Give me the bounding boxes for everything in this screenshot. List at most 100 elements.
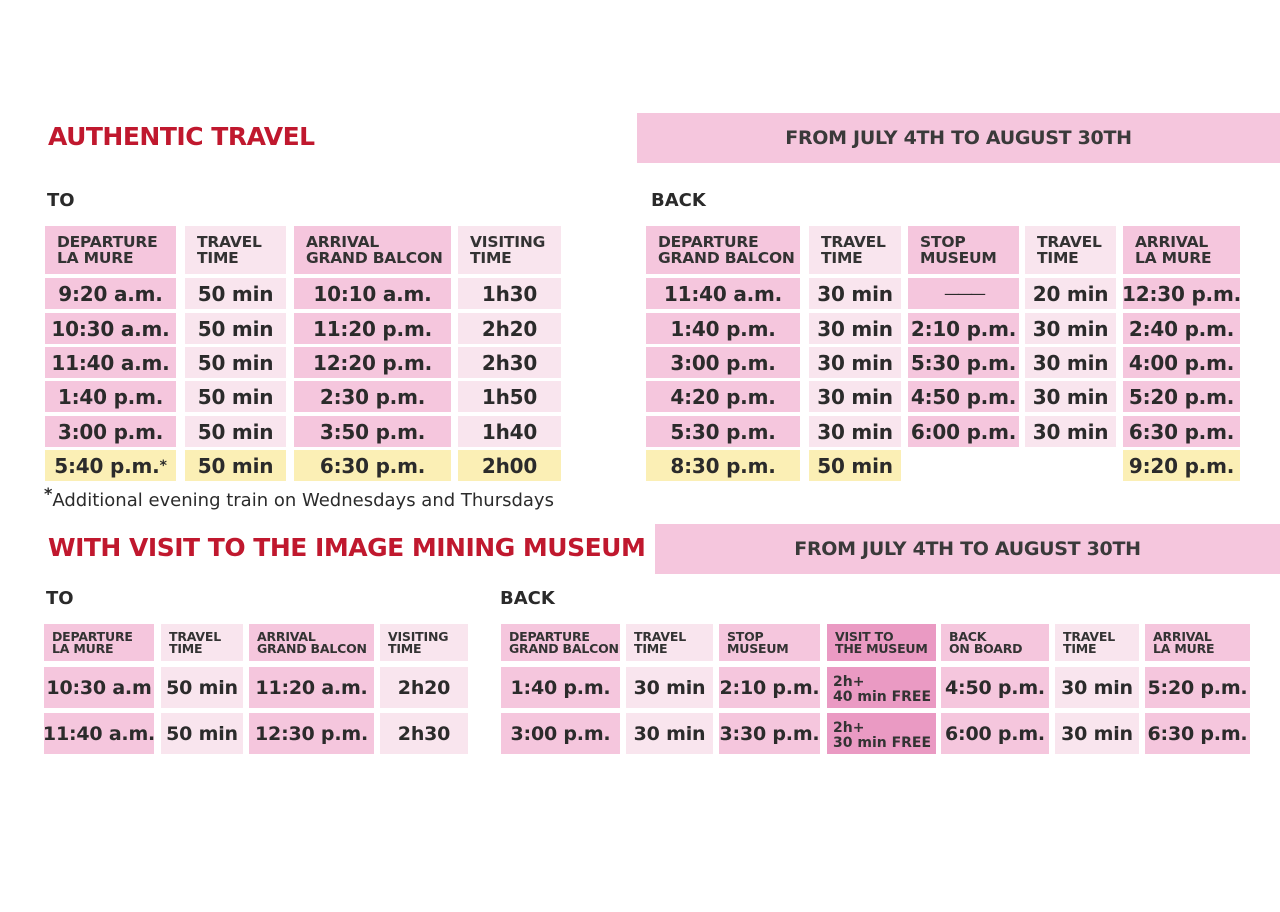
section1-to-cell: 11:20 p.m. xyxy=(294,313,451,344)
section1-to-cell: 2h20 xyxy=(458,313,561,344)
section2-to-header: DEPARTURE LA MURE xyxy=(44,624,154,661)
section1-to-cell: 2h30 xyxy=(458,347,561,378)
section2-to-cell: 11:40 a.m. xyxy=(43,713,155,754)
section1-back-cell: 30 min xyxy=(809,381,901,412)
section1-to-header: ARRIVAL GRAND BALCON xyxy=(294,226,451,274)
section1-back-cell: 30 min xyxy=(809,416,901,447)
departure-time: 5:40 p.m. xyxy=(54,453,160,478)
footnote: *Additional evening train on Wednesdays … xyxy=(44,484,554,511)
section2-back-cell: 2h+ 40 min FREE xyxy=(827,667,936,708)
footnote-asterisk: * xyxy=(44,484,53,503)
section2-back-header: BACK ON BOARD xyxy=(941,624,1049,661)
section1-to-cell: 5:40 p.m. * xyxy=(45,450,176,481)
section1-back-label: BACK xyxy=(651,190,706,211)
section1-back-cell: 5:30 p.m. xyxy=(908,347,1019,378)
section1-back-cell: 2:10 p.m. xyxy=(908,313,1019,344)
section2-back-cell: 6:30 p.m. xyxy=(1145,713,1250,754)
section2-back-cell: 30 min xyxy=(626,667,713,708)
section1-to-cell: 1h50 xyxy=(458,381,561,412)
section1-back-cell: 2:40 p.m. xyxy=(1123,313,1240,344)
section1-to-cell: 2h00 xyxy=(458,450,561,481)
section1-back-cell: 11:40 a.m. xyxy=(646,278,800,309)
section1-back-header: ARRIVAL LA MURE xyxy=(1123,226,1240,274)
section2-to-cell: 50 min xyxy=(161,667,243,708)
section2-to-cell: 11:20 a.m. xyxy=(249,667,374,708)
section1-back-cell: 4:20 p.m. xyxy=(646,381,800,412)
section1-to-cell: 1h30 xyxy=(458,278,561,309)
section1-to-label: TO xyxy=(47,190,75,211)
section2-back-cell: 30 min xyxy=(1055,667,1139,708)
section2-back-cell: 1:40 p.m. xyxy=(501,667,620,708)
section1-back-cell: 4:00 p.m. xyxy=(1123,347,1240,378)
section2-back-cell: 4:50 p.m. xyxy=(941,667,1049,708)
section1-to-cell: 11:40 a.m. xyxy=(45,347,176,378)
section2-back-cell: 30 min xyxy=(626,713,713,754)
section1-back-cell: 8:30 p.m. xyxy=(646,450,800,481)
section1-back-cell: 6:00 p.m. xyxy=(908,416,1019,447)
evening-train-asterisk: * xyxy=(159,457,167,474)
section1-back-cell: 20 min xyxy=(1025,278,1116,309)
section2-back-cell: 30 min xyxy=(1055,713,1139,754)
section1-to-cell: 1h40 xyxy=(458,416,561,447)
section2-to-header: ARRIVAL GRAND BALCON xyxy=(249,624,374,661)
section2-back-cell: 2h+ 30 min FREE xyxy=(827,713,936,754)
footnote-text: Additional evening train on Wednesdays a… xyxy=(52,490,554,511)
section1-back-cell: 30 min xyxy=(809,313,901,344)
section1-to-cell: 50 min xyxy=(185,313,286,344)
section2-to-label: TO xyxy=(46,588,74,609)
section2-to-cell: 10:30 a.m xyxy=(44,667,154,708)
section1-back-cell: ——— xyxy=(908,278,1019,309)
section2-back-header: TRAVEL TIME xyxy=(626,624,713,661)
section2-back-header: DEPARTURE GRAND BALCON xyxy=(501,624,620,661)
section1-back-cell: 50 min xyxy=(809,450,901,481)
section1-to-cell: 9:20 a.m. xyxy=(45,278,176,309)
section2-back-cell: 3:30 p.m. xyxy=(719,713,820,754)
section1-back-cell: 30 min xyxy=(1025,416,1116,447)
section1-to-header: TRAVEL TIME xyxy=(185,226,286,274)
section2-to-cell: 2h30 xyxy=(380,713,468,754)
section2-back-cell: 6:00 p.m. xyxy=(941,713,1049,754)
section1-to-cell: 50 min xyxy=(185,416,286,447)
section1-to-cell: 1:40 p.m. xyxy=(45,381,176,412)
section1-back-header: TRAVEL TIME xyxy=(1025,226,1116,274)
section2-back-label: BACK xyxy=(500,588,555,609)
section2-title: WITH VISIT TO THE IMAGE MINING MUSEUM xyxy=(48,533,646,562)
section1-to-header: VISITING TIME xyxy=(458,226,561,274)
section2-to-header: VISITING TIME xyxy=(380,624,468,661)
section1-to-header: DEPARTURE LA MURE xyxy=(45,226,176,274)
section2-back-header: VISIT TO THE MUSEUM xyxy=(827,624,936,661)
section1-to-cell: 12:20 p.m. xyxy=(294,347,451,378)
section1-back-cell: 30 min xyxy=(1025,381,1116,412)
section1-back-cell: 5:20 p.m. xyxy=(1123,381,1240,412)
section1-to-cell: 50 min xyxy=(185,347,286,378)
section1-back-cell: 30 min xyxy=(809,278,901,309)
section1-back-cell: 30 min xyxy=(809,347,901,378)
section1-back-header: STOP MUSEUM xyxy=(908,226,1019,274)
section2-to-cell: 12:30 p.m. xyxy=(249,713,374,754)
section1-back-header: TRAVEL TIME xyxy=(809,226,901,274)
section2-date-banner: FROM JULY 4TH TO AUGUST 30TH xyxy=(655,524,1280,574)
section1-to-cell: 3:00 p.m. xyxy=(45,416,176,447)
section1-back-cell: 30 min xyxy=(1025,313,1116,344)
section1-back-cell: 4:50 p.m. xyxy=(908,381,1019,412)
section1-back-cell: 3:00 p.m. xyxy=(646,347,800,378)
section1-back-cell: 30 min xyxy=(1025,347,1116,378)
section2-back-header: STOP MUSEUM xyxy=(719,624,820,661)
section1-back-cell: 1:40 p.m. xyxy=(646,313,800,344)
section2-to-header: TRAVEL TIME xyxy=(161,624,243,661)
section2-back-cell: 2:10 p.m. xyxy=(719,667,820,708)
section1-date-banner: FROM JULY 4TH TO AUGUST 30TH xyxy=(637,113,1280,163)
section1-back-cell: 6:30 p.m. xyxy=(1123,416,1240,447)
section1-to-cell: 50 min xyxy=(185,381,286,412)
section1-back-cell: 9:20 p.m. xyxy=(1123,450,1240,481)
section1-back-header: DEPARTURE GRAND BALCON xyxy=(646,226,800,274)
section1-to-cell: 6:30 p.m. xyxy=(294,450,451,481)
section1-title: AUTHENTIC TRAVEL xyxy=(48,122,315,151)
section1-to-cell: 50 min xyxy=(185,450,286,481)
section2-to-cell: 50 min xyxy=(161,713,243,754)
section1-to-cell: 50 min xyxy=(185,278,286,309)
section1-to-cell: 3:50 p.m. xyxy=(294,416,451,447)
section2-back-header: TRAVEL TIME xyxy=(1055,624,1139,661)
section2-back-cell: 5:20 p.m. xyxy=(1145,667,1250,708)
section1-back-cell: 5:30 p.m. xyxy=(646,416,800,447)
